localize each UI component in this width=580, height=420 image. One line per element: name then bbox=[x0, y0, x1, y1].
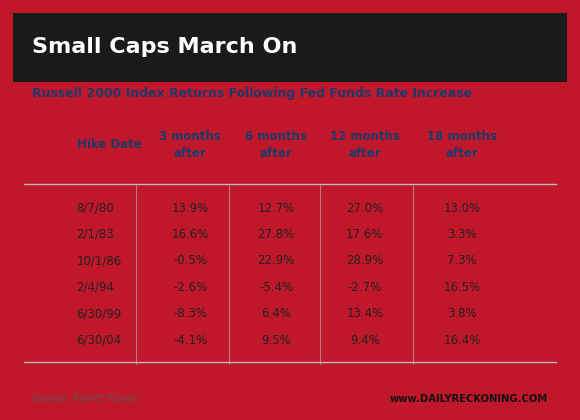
Text: 9.4%: 9.4% bbox=[350, 334, 380, 347]
Text: 6.4%: 6.4% bbox=[261, 307, 291, 320]
Text: 16.6%: 16.6% bbox=[172, 228, 209, 241]
Text: 12 months
after: 12 months after bbox=[330, 130, 400, 160]
Text: -0.5%: -0.5% bbox=[173, 255, 207, 268]
Bar bbox=[13, 13, 567, 81]
Text: 12.3%: 12.3% bbox=[255, 374, 298, 387]
Text: 3.3%: 3.3% bbox=[447, 228, 477, 241]
Text: 27.8%: 27.8% bbox=[258, 228, 295, 241]
Text: 8/7/80: 8/7/80 bbox=[77, 202, 114, 215]
Text: 3.8%: 3.8% bbox=[447, 307, 477, 320]
Text: 7.3%: 7.3% bbox=[447, 255, 477, 268]
Text: Small Caps March On: Small Caps March On bbox=[32, 37, 298, 57]
Text: 12.7%: 12.7% bbox=[258, 202, 295, 215]
Text: 2/1/83: 2/1/83 bbox=[77, 228, 114, 241]
Text: 15.6%: 15.6% bbox=[343, 374, 386, 387]
Text: 16.5%: 16.5% bbox=[443, 281, 480, 294]
Text: Hike Date: Hike Date bbox=[77, 138, 142, 151]
Text: 13.0%: 13.0% bbox=[443, 202, 480, 215]
Text: 6/30/99: 6/30/99 bbox=[77, 307, 122, 320]
Text: 10.0%: 10.0% bbox=[440, 374, 484, 387]
Text: 16.4%: 16.4% bbox=[443, 334, 481, 347]
Text: 13.4%: 13.4% bbox=[346, 307, 383, 320]
Text: 3 months
after: 3 months after bbox=[160, 130, 221, 160]
Text: Source: Perritt Funds: Source: Perritt Funds bbox=[32, 394, 137, 404]
Text: -8.3%: -8.3% bbox=[173, 307, 207, 320]
Text: -5.4%: -5.4% bbox=[259, 281, 293, 294]
Text: -4.1%: -4.1% bbox=[173, 334, 207, 347]
Text: 9.5%: 9.5% bbox=[261, 334, 291, 347]
Text: 27.0%: 27.0% bbox=[346, 202, 383, 215]
Text: 17.6%: 17.6% bbox=[346, 228, 383, 241]
Text: 28.9%: 28.9% bbox=[346, 255, 383, 268]
Text: 2.5%: 2.5% bbox=[173, 374, 208, 387]
Text: -2.7%: -2.7% bbox=[348, 281, 382, 294]
Text: 18 months
after: 18 months after bbox=[427, 130, 497, 160]
Text: Averages: Averages bbox=[77, 374, 142, 387]
Text: www.DAILYRECKONING.COM: www.DAILYRECKONING.COM bbox=[390, 394, 548, 404]
Text: 6/30/04: 6/30/04 bbox=[77, 334, 122, 347]
Text: 6 months
after: 6 months after bbox=[245, 130, 307, 160]
Text: Russell 2000 Index Returns Following Fed Funds Rate Increase: Russell 2000 Index Returns Following Fed… bbox=[32, 87, 473, 100]
Text: 2/4/94: 2/4/94 bbox=[77, 281, 114, 294]
Text: -2.6%: -2.6% bbox=[173, 281, 207, 294]
Text: 22.9%: 22.9% bbox=[258, 255, 295, 268]
Text: 13.9%: 13.9% bbox=[172, 202, 209, 215]
Text: 10/1/86: 10/1/86 bbox=[77, 255, 122, 268]
